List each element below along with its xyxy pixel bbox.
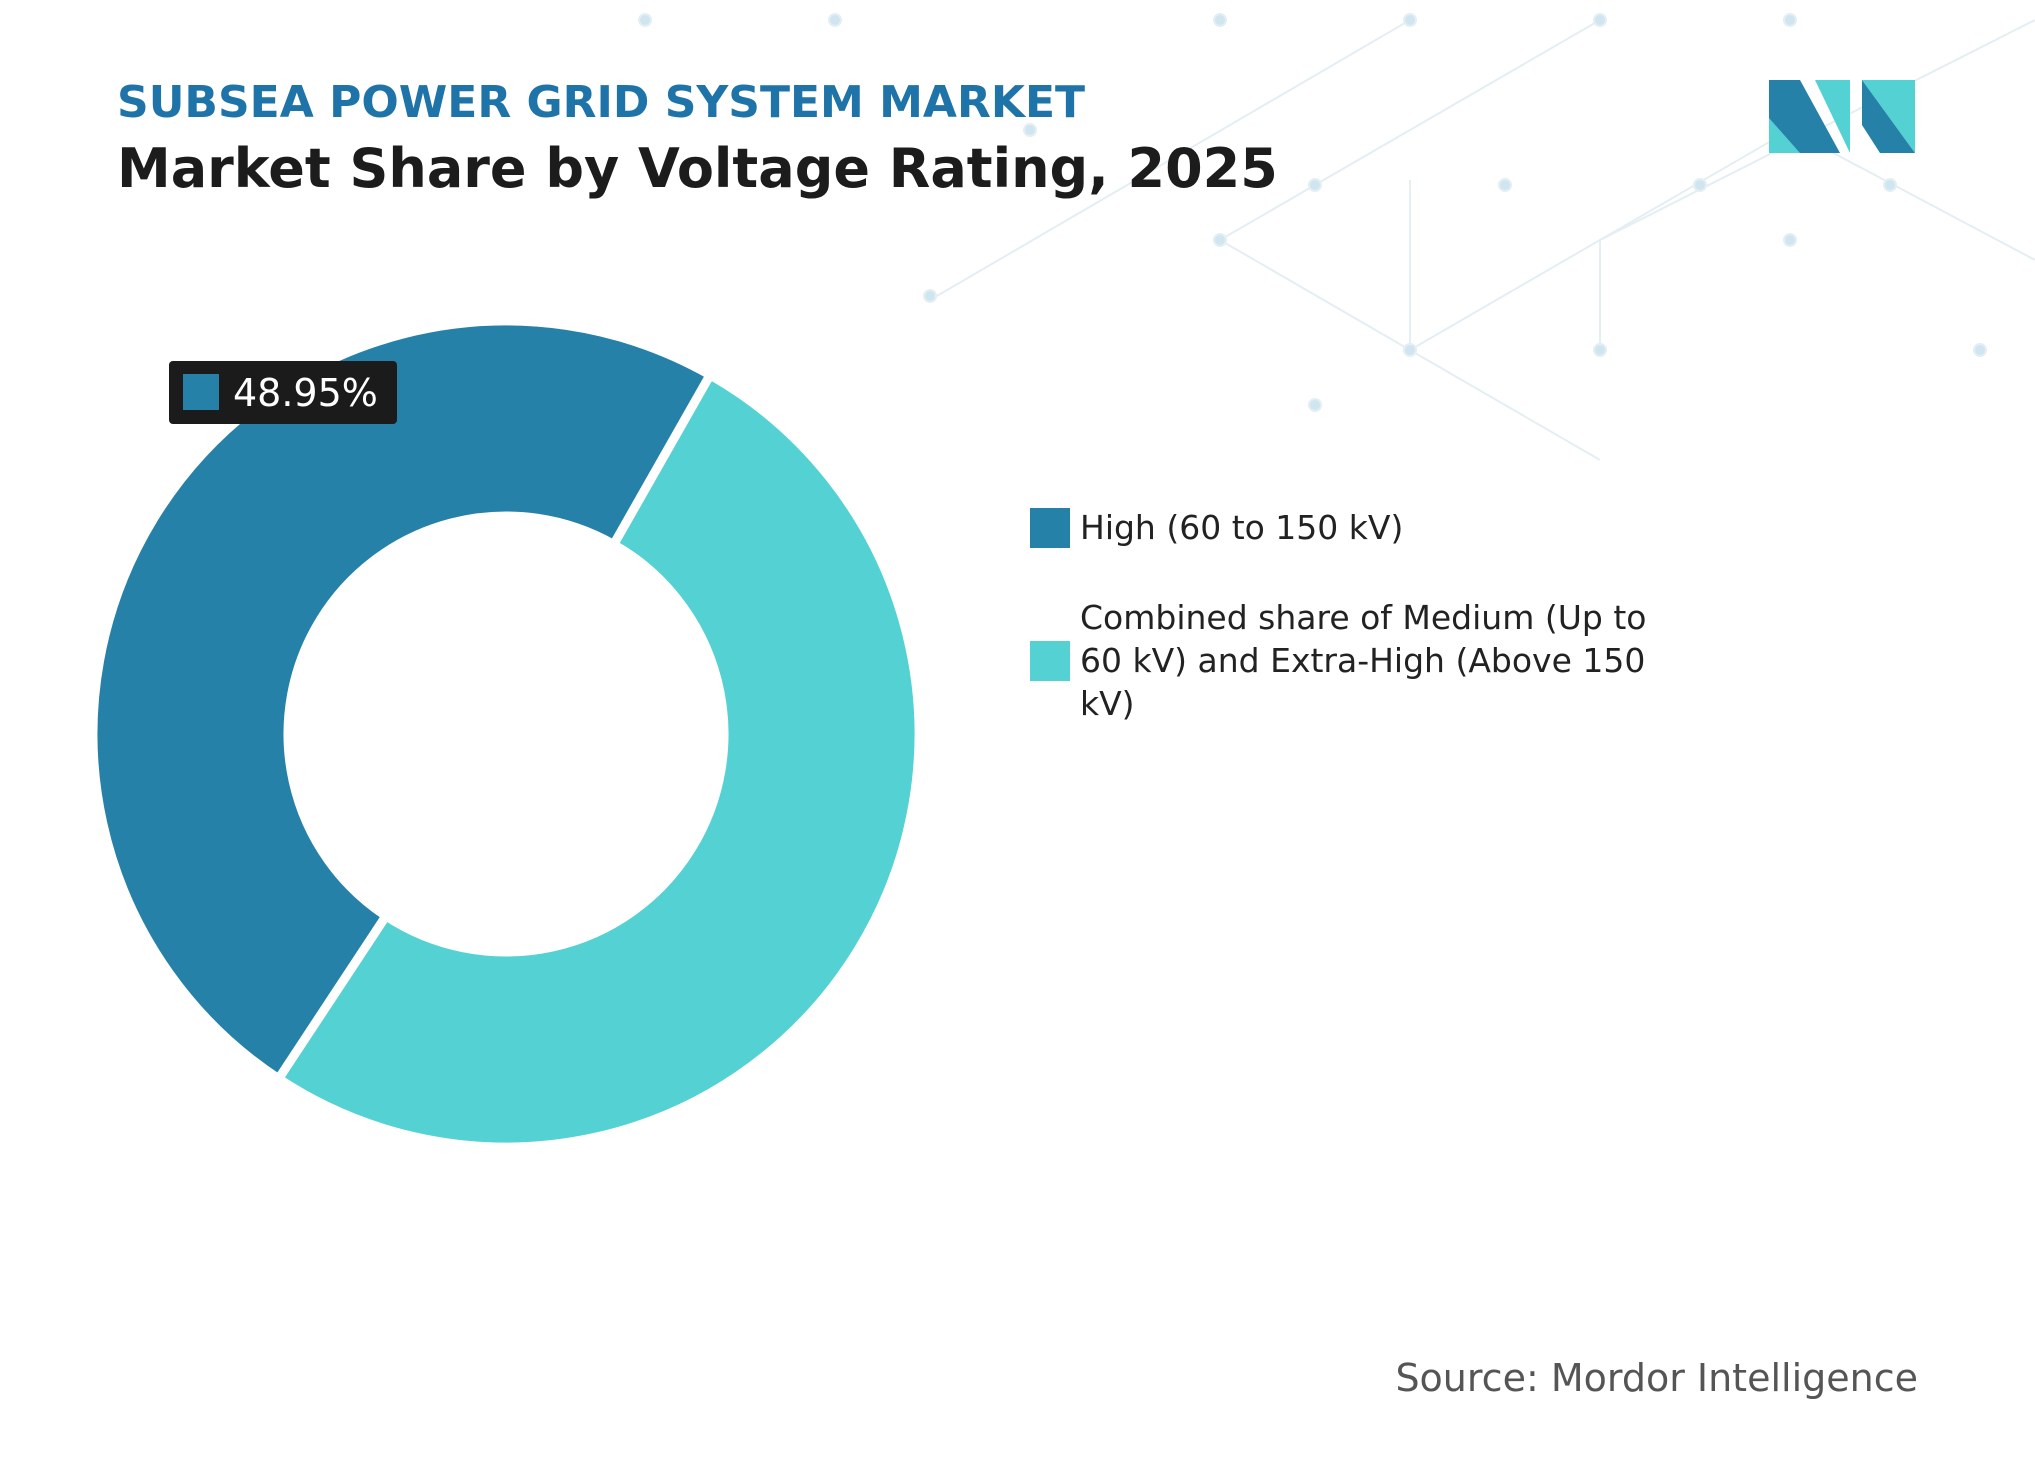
chart-title: SUBSEA POWER GRID SYSTEM MARKET xyxy=(117,77,1085,128)
donut-slice xyxy=(88,316,717,1086)
legend-swatch xyxy=(1030,507,1070,548)
legend-item: High (60 to 150 kV) xyxy=(1030,506,1670,549)
value-label-text: 48.95% xyxy=(233,371,378,415)
legend-label: Combined share of Medium (Up to 60 kV) a… xyxy=(1080,598,1647,723)
legend-item: Combined share of Medium (Up to 60 kV) a… xyxy=(1030,596,1670,725)
chart-subtitle: Market Share by Voltage Rating, 2025 xyxy=(117,137,1278,200)
source: Source: Mordor Intelligence xyxy=(1395,1356,1918,1400)
value-label-swatch xyxy=(183,374,219,410)
legend-label: High (60 to 150 kV) xyxy=(1080,508,1404,547)
legend-swatch xyxy=(1030,640,1070,681)
donut-slice xyxy=(272,368,924,1152)
logo xyxy=(1769,80,1915,153)
donut: 48.95% xyxy=(88,316,924,1152)
value-label: 48.95% xyxy=(169,361,397,424)
value-label-box xyxy=(169,361,397,424)
